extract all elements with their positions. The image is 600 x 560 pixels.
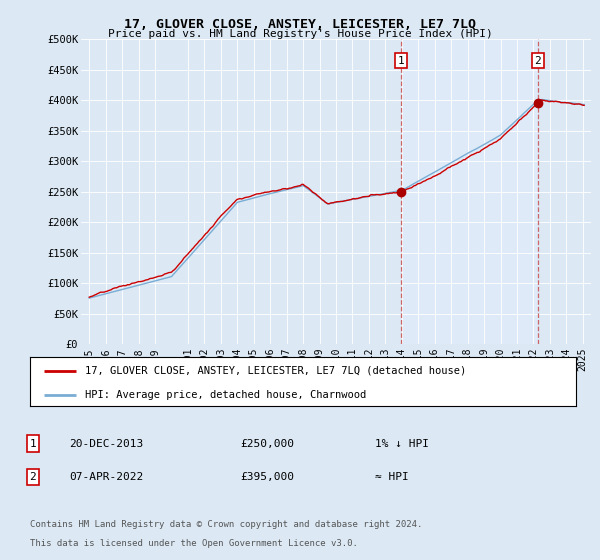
Text: This data is licensed under the Open Government Licence v3.0.: This data is licensed under the Open Gov…: [30, 539, 358, 548]
Text: 1% ↓ HPI: 1% ↓ HPI: [375, 438, 429, 449]
Text: £250,000: £250,000: [240, 438, 294, 449]
Text: 17, GLOVER CLOSE, ANSTEY, LEICESTER, LE7 7LQ: 17, GLOVER CLOSE, ANSTEY, LEICESTER, LE7…: [124, 18, 476, 31]
Text: 07-APR-2022: 07-APR-2022: [69, 472, 143, 482]
Text: HPI: Average price, detached house, Charnwood: HPI: Average price, detached house, Char…: [85, 390, 366, 400]
Text: 2: 2: [29, 472, 37, 482]
Text: Contains HM Land Registry data © Crown copyright and database right 2024.: Contains HM Land Registry data © Crown c…: [30, 520, 422, 529]
Bar: [401, 39, 538, 344]
Text: 20-DEC-2013: 20-DEC-2013: [69, 438, 143, 449]
Text: £395,000: £395,000: [240, 472, 294, 482]
Text: 17, GLOVER CLOSE, ANSTEY, LEICESTER, LE7 7LQ (detached house): 17, GLOVER CLOSE, ANSTEY, LEICESTER, LE7…: [85, 366, 466, 376]
Text: ≈ HPI: ≈ HPI: [375, 472, 409, 482]
Text: 1: 1: [29, 438, 37, 449]
Text: 1: 1: [398, 55, 404, 66]
Text: 2: 2: [535, 55, 541, 66]
Text: Price paid vs. HM Land Registry's House Price Index (HPI): Price paid vs. HM Land Registry's House …: [107, 29, 493, 39]
